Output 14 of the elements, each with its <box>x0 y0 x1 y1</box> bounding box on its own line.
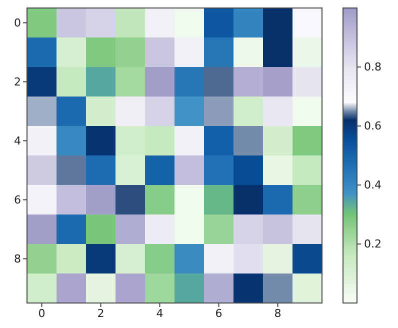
color-bar-label: 0.6 <box>364 120 382 132</box>
y-tick-label: 2 <box>14 76 21 89</box>
color-bar-label: 0.4 <box>364 178 382 192</box>
y-tick-label: 4 <box>14 134 21 148</box>
x-tick-label: 2 <box>97 306 104 320</box>
color-bar-label: 0.8 <box>364 60 382 74</box>
y-tick-label: 8 <box>14 252 21 266</box>
x-tick-label: 6 <box>215 306 222 320</box>
y-tick-label: 6 <box>14 194 21 207</box>
x-tick-label: 8 <box>274 306 282 320</box>
color-bar-label: 0.2 <box>364 238 382 250</box>
x-tick-label: 0 <box>38 306 46 320</box>
y-tick-label: 0 <box>14 16 21 30</box>
x-tick-label: 4 <box>156 306 164 320</box>
